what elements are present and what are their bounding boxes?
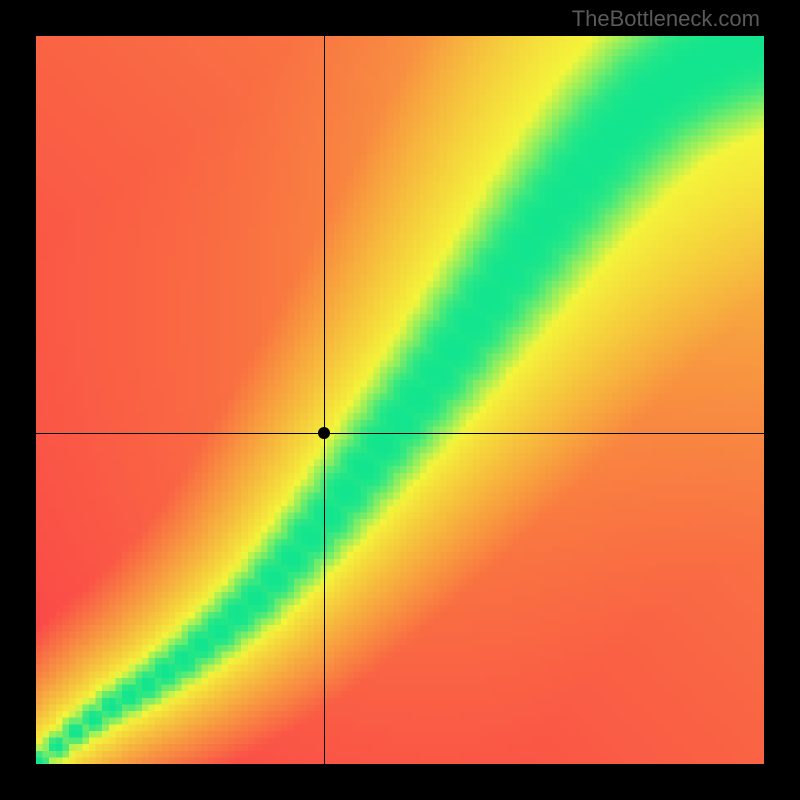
watermark-text: TheBottleneck.com — [572, 6, 760, 32]
crosshair-horizontal — [36, 433, 764, 434]
heatmap-plot-area — [36, 36, 764, 764]
data-point-marker — [318, 427, 330, 439]
crosshair-vertical — [324, 36, 325, 764]
heatmap-canvas — [36, 36, 764, 764]
